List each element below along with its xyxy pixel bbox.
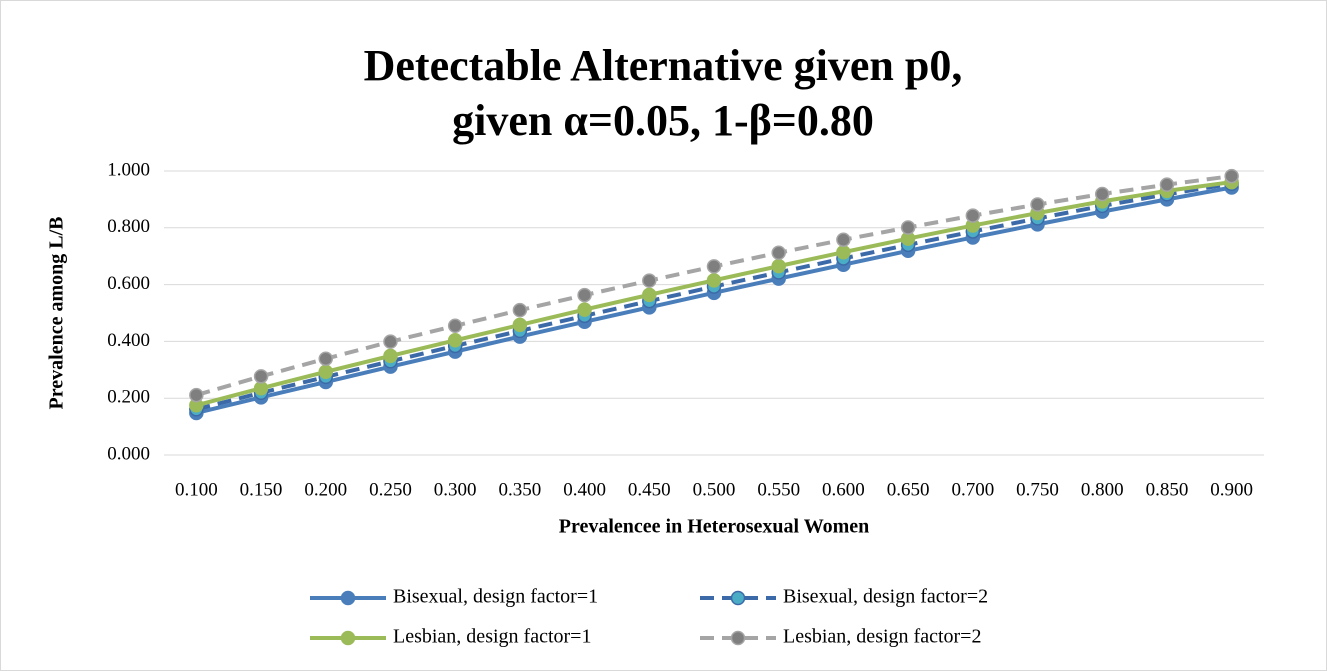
data-point xyxy=(577,287,592,303)
y-axis-title: Prevalence among L/B xyxy=(46,217,68,410)
data-point xyxy=(253,381,269,396)
x-tick-label: 0.900 xyxy=(1210,479,1253,500)
data-point xyxy=(577,302,592,317)
legend-marker xyxy=(730,630,746,646)
data-point xyxy=(447,318,463,334)
chart-subtitle: given α=0.05, 1-β=0.80 xyxy=(452,96,874,145)
x-axis-title: Prevalencee in Heterosexual Women xyxy=(559,516,870,538)
data-point xyxy=(318,364,334,380)
y-tick-label: 1.000 xyxy=(107,159,150,180)
x-tick-label: 0.700 xyxy=(951,479,994,500)
data-point xyxy=(1224,168,1239,184)
x-tick-label: 0.250 xyxy=(369,479,412,500)
data-point xyxy=(965,208,981,223)
data-point xyxy=(1094,186,1110,202)
y-tick-label: 0.200 xyxy=(107,387,150,408)
data-point xyxy=(836,232,851,247)
legend-marker xyxy=(730,590,746,606)
data-point xyxy=(189,387,204,403)
data-point xyxy=(383,334,398,349)
x-tick-label: 0.150 xyxy=(240,479,283,500)
legend-label: Bisexual, design factor=1 xyxy=(393,586,598,608)
x-tick-label: 0.450 xyxy=(628,479,671,500)
data-point xyxy=(642,273,657,288)
data-point xyxy=(512,302,528,318)
data-point xyxy=(771,245,786,261)
x-tick-label: 0.350 xyxy=(499,479,542,500)
x-tick-label: 0.800 xyxy=(1081,479,1124,500)
data-point xyxy=(642,287,657,303)
x-tick-label: 0.750 xyxy=(1016,479,1059,500)
x-tick-label: 0.100 xyxy=(175,479,218,500)
x-tick-label: 0.650 xyxy=(887,479,930,500)
data-point xyxy=(1030,197,1045,212)
data-point xyxy=(318,351,334,366)
x-tick-label: 0.300 xyxy=(434,479,477,500)
y-tick-label: 0.800 xyxy=(107,216,150,237)
x-tick-label: 0.850 xyxy=(1146,479,1189,500)
legend-label: Lesbian, design factor=1 xyxy=(393,626,591,648)
y-tick-label: 0.000 xyxy=(107,443,150,464)
data-point xyxy=(447,333,463,348)
y-tick-label: 0.400 xyxy=(107,330,150,351)
data-point xyxy=(900,220,916,235)
data-point xyxy=(253,369,269,384)
x-tick-label: 0.600 xyxy=(822,479,865,500)
data-point xyxy=(836,244,851,260)
x-tick-label: 0.400 xyxy=(563,479,606,500)
x-tick-label: 0.500 xyxy=(693,479,736,500)
chart-title: Detectable Alternative given p0, xyxy=(364,41,963,90)
legend-marker xyxy=(340,590,356,606)
legend-label: Bisexual, design factor=2 xyxy=(783,586,988,608)
legend-label: Lesbian, design factor=2 xyxy=(783,626,981,648)
x-tick-label: 0.550 xyxy=(757,479,800,500)
data-point xyxy=(383,348,398,364)
y-tick-label: 0.600 xyxy=(107,273,150,294)
data-point xyxy=(1159,177,1175,192)
legend-marker xyxy=(340,630,356,646)
data-point xyxy=(771,258,786,274)
data-point xyxy=(512,317,528,333)
data-point xyxy=(706,259,722,274)
data-point xyxy=(706,273,722,288)
x-tick-label: 0.200 xyxy=(304,479,347,500)
